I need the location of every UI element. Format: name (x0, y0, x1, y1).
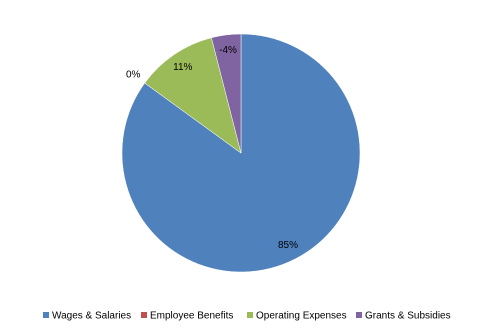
data-label: 85% (278, 240, 298, 251)
legend-label: Operating Expenses (256, 311, 347, 322)
legend-swatch (43, 312, 49, 318)
data-label: 0% (126, 69, 141, 80)
data-label: 11% (173, 62, 192, 73)
legend-label: Wages & Salaries (52, 311, 131, 322)
legend-swatch (356, 312, 362, 318)
legend-swatch (247, 312, 253, 318)
legend-label: Employee Benefits (150, 311, 233, 322)
data-label: -4% (219, 45, 237, 56)
legend-swatch (141, 312, 147, 318)
pie-slice (211, 33, 242, 154)
legend-label: Grants & Subsidies (365, 311, 451, 322)
pie-slice (144, 37, 242, 154)
